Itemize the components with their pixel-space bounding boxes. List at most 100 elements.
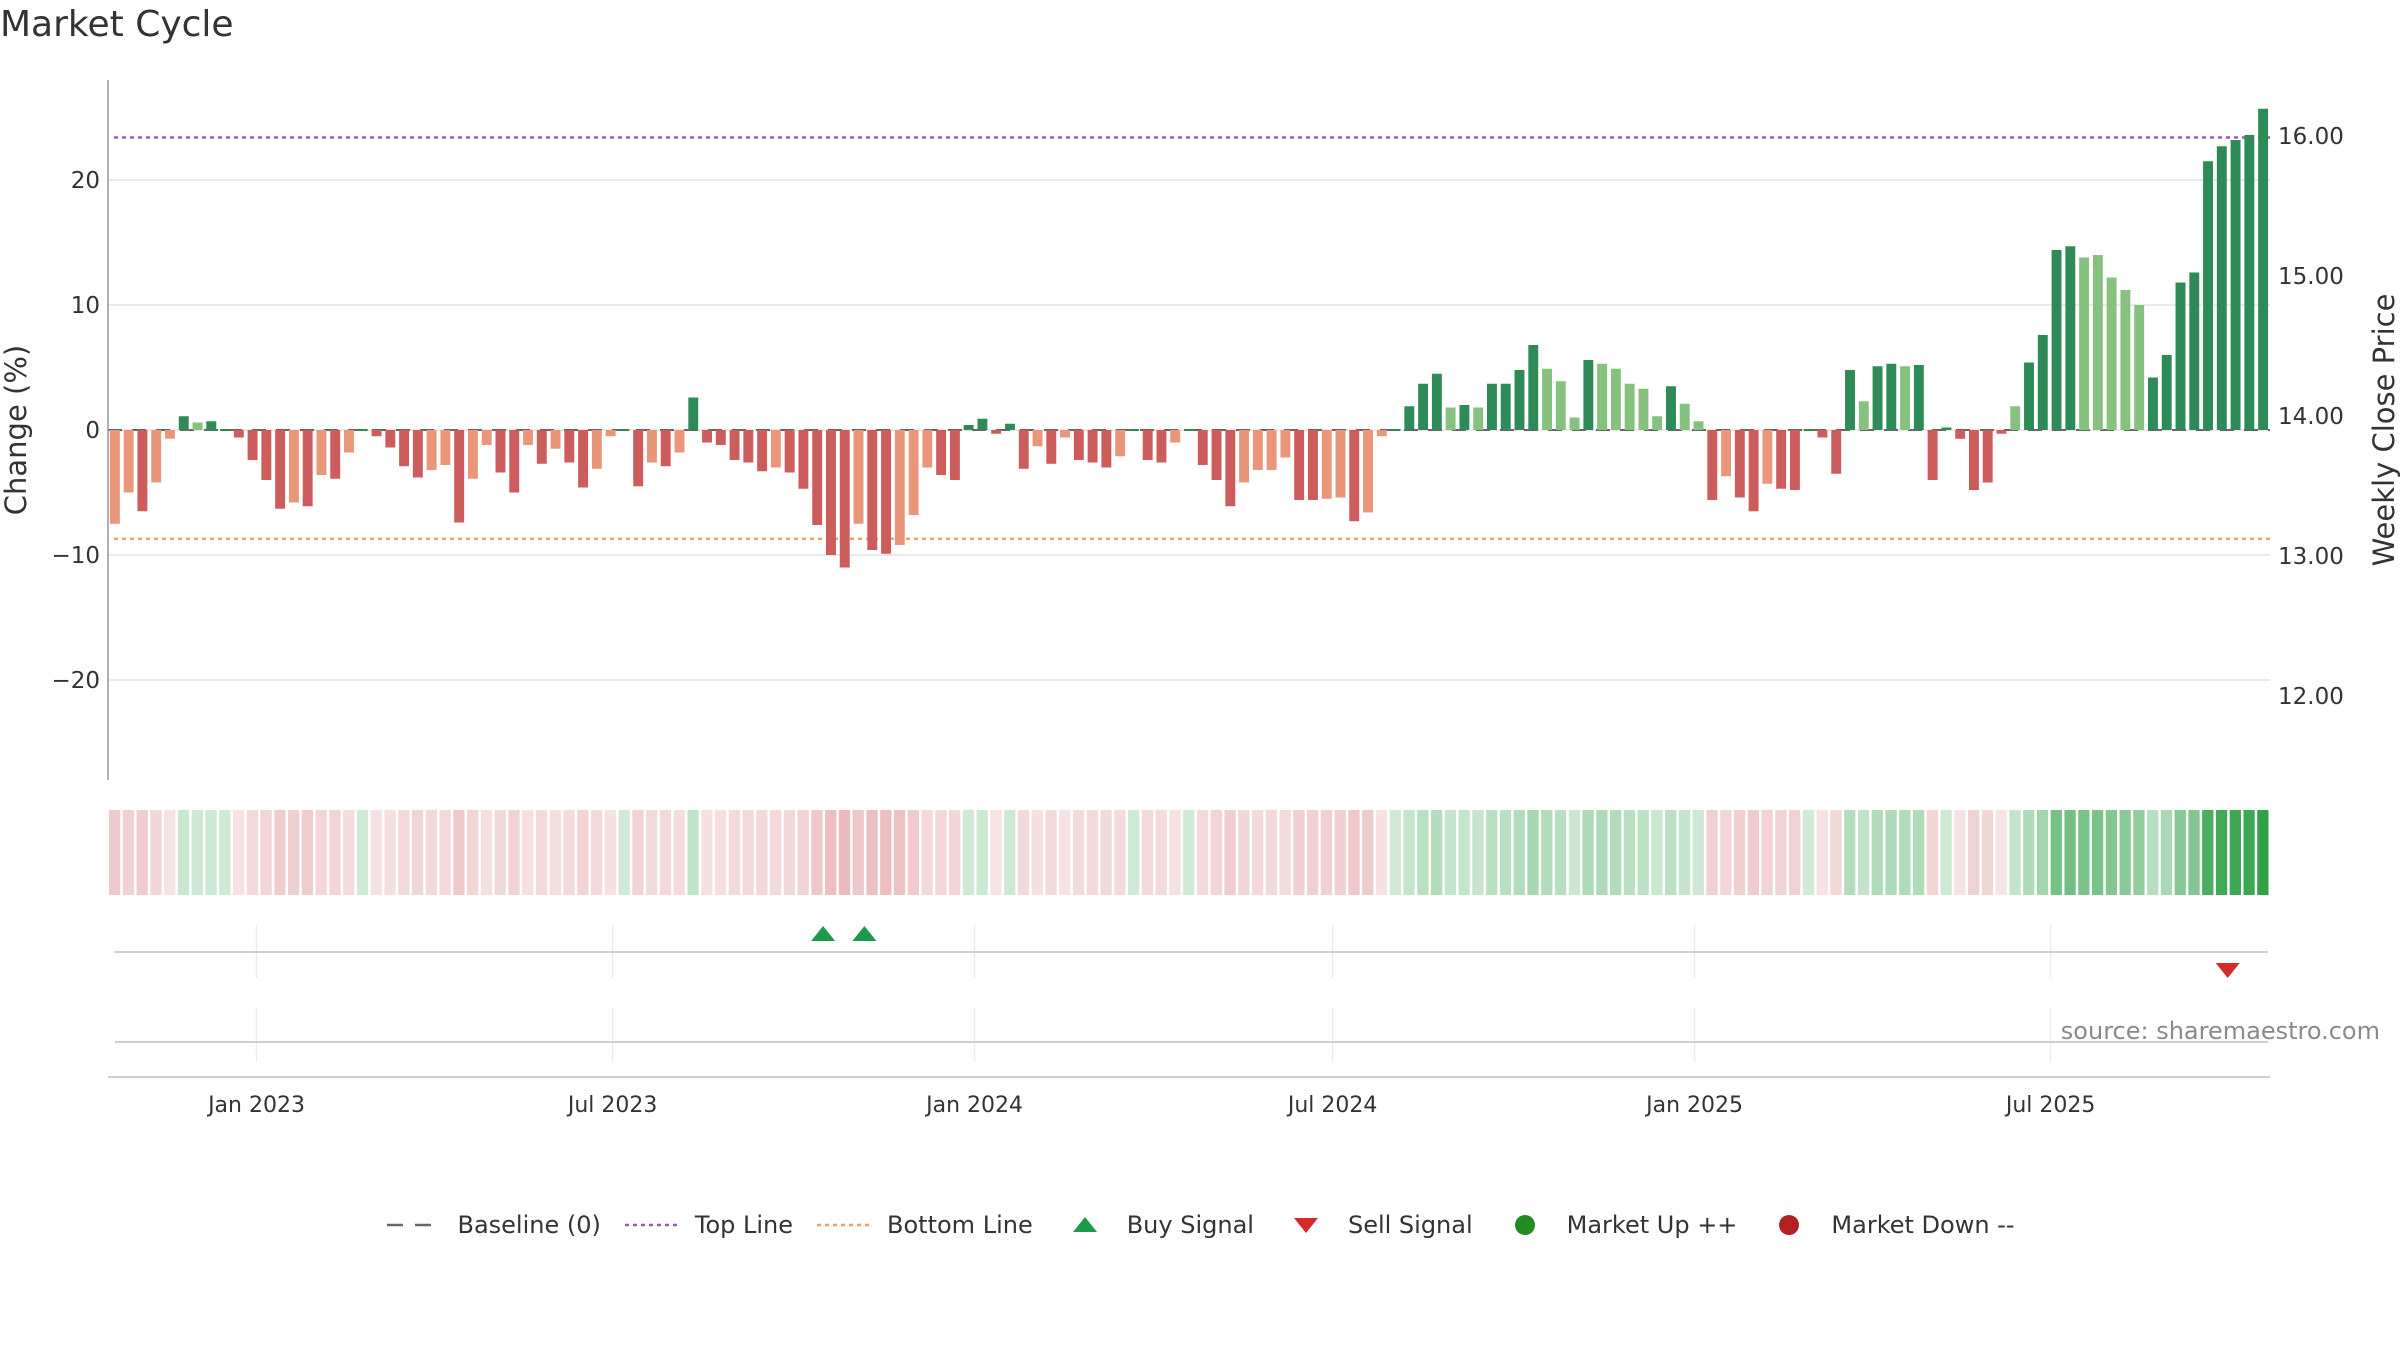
bar [2203,161,2213,430]
legend-item-market_down[interactable]: Market Down -- [1759,1211,2015,1239]
bar [853,430,864,524]
legend-label: Market Down -- [1831,1211,2015,1239]
bar [1955,430,1966,439]
bar [770,430,781,468]
bar [1638,388,1649,430]
left-tick-label: −20 [51,668,100,694]
legend-item-sell[interactable]: Sell Signal [1276,1211,1473,1239]
bar [523,430,533,445]
heat-cell [563,810,575,895]
bar [2147,377,2158,430]
bar [344,430,354,453]
market_up-legend-swatch [1514,1215,1535,1235]
bar [1762,430,1773,484]
heat-cell [1513,810,1525,895]
heat-cell [1238,810,1250,895]
bar [316,430,327,475]
heat-cell [384,810,396,895]
heat-cell [439,810,451,895]
legend-label: Bottom Line [887,1211,1033,1239]
heat-cell [301,810,314,895]
heat-cell [604,810,617,895]
bar [1528,345,1539,430]
baseline-legend-swatch [387,1223,444,1227]
bar [1170,430,1181,443]
bar [564,430,575,463]
bar [165,430,175,439]
heat-cell [1885,810,1897,895]
heat-cell [2023,810,2035,895]
bar [1941,427,1952,430]
heat-cell [852,810,864,895]
bar [1115,430,1126,457]
heat-cell [1816,810,1828,895]
bar [1927,430,1938,480]
heat-cell [1954,810,1966,895]
bar [605,430,616,437]
bar [206,421,217,430]
bar [977,418,988,430]
legend-item-buy[interactable]: Buy Signal [1055,1211,1254,1239]
bar [1817,430,1828,438]
heat-cell [1582,810,1594,895]
bar [1252,430,1263,470]
heat-cell [1720,810,1732,895]
heat-cell [1692,810,1704,895]
heat-cell [1307,810,1319,895]
heat-cell [136,810,148,895]
heat-cell [1527,810,1539,895]
heat-cell [329,810,341,895]
heat-cell [976,810,988,895]
chart-title: Market Cycle [0,4,234,45]
bar [467,430,478,479]
bar [1184,429,1194,431]
bar [729,430,740,460]
heat-cell [480,810,493,895]
heat-cell [1541,810,1553,895]
bar [178,416,189,430]
bar [1542,368,1552,430]
heat-cell [1554,810,1567,895]
legend-item-top[interactable]: Top Line [623,1211,793,1239]
heat-cell [1486,810,1498,895]
bar [798,430,809,489]
heat-cell [2078,810,2090,895]
heat-cell [177,810,190,895]
bar [550,430,561,449]
date-axis: Jan 2023 Jul 2023 Jan 2024 Jul 2024 Jan 2025… [108,1076,2270,1118]
heat-cell [1499,810,1512,895]
legend-item-baseline[interactable]: Baseline (0) [385,1211,601,1239]
bar [2258,108,2269,430]
bar [1197,430,1208,465]
bar [1886,363,1897,430]
bar [1046,430,1057,464]
bar [1707,430,1718,500]
bar [633,430,644,487]
bar [1500,383,1511,430]
legend-item-bottom[interactable]: Bottom Line [815,1211,1033,1239]
bar [123,430,134,493]
bar [1335,430,1346,498]
bar [1239,430,1250,483]
bar [1294,430,1305,500]
legend-item-market_up[interactable]: Market Up ++ [1495,1211,1737,1239]
bar [536,430,547,464]
heat-cell [288,810,300,895]
bar [288,430,299,503]
bar [454,430,465,523]
bar [109,430,120,524]
bar [399,430,410,467]
heat-cell [1004,810,1016,895]
heat-cell [1706,810,1718,895]
bar [867,430,878,550]
right-tick-label: 16.00 [2278,124,2344,150]
sell-triangle-icon [1293,1218,1318,1233]
bar [302,430,313,507]
heat-cell [1775,810,1787,895]
bar [1363,430,1373,513]
bar [1610,368,1621,430]
legend-label: Buy Signal [1126,1211,1254,1239]
bar [1845,370,1855,430]
heat-cell [1472,810,1484,895]
bar [1390,429,1401,431]
